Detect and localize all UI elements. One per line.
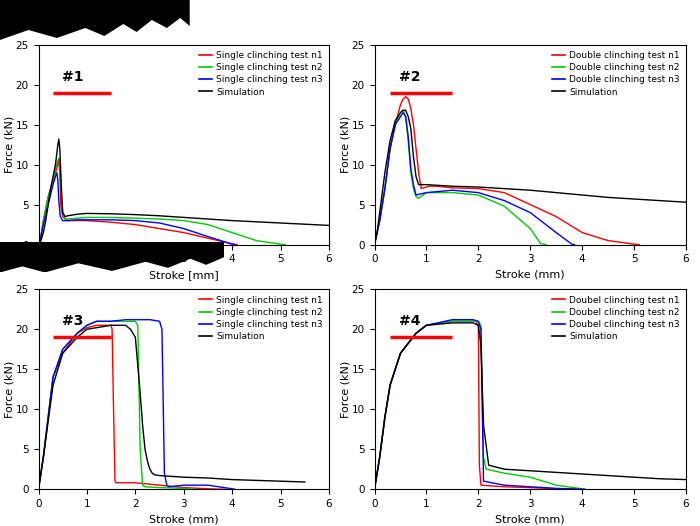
X-axis label: Stroke (mm): Stroke (mm) [496, 270, 565, 280]
X-axis label: Stroke (mm): Stroke (mm) [149, 514, 218, 524]
Y-axis label: Force (kN): Force (kN) [340, 361, 350, 418]
Legend: Single clinching test n1, Single clinching test n2, Single clinching test n3, Si: Single clinching test n1, Single clinchi… [197, 294, 325, 343]
Text: #3: #3 [62, 314, 83, 328]
X-axis label: Stroke [mm]: Stroke [mm] [149, 270, 218, 280]
Text: #1: #1 [62, 69, 83, 84]
Text: #2: #2 [400, 69, 421, 84]
Polygon shape [0, 0, 190, 40]
Y-axis label: Force (kN): Force (kN) [340, 116, 350, 173]
Text: #4: #4 [400, 314, 421, 328]
Y-axis label: Force (kN): Force (kN) [4, 361, 14, 418]
Polygon shape [0, 242, 224, 272]
Legend: Doubel clinching test n1, Doubel clinching test n2, Doubel clinching test n3, Si: Doubel clinching test n1, Doubel clinchi… [550, 294, 682, 343]
Legend: Double clinching test n1, Double clinching test n2, Double clinching test n3, Si: Double clinching test n1, Double clinchi… [550, 49, 682, 98]
Legend: Single clinching test n1, Single clinching test n2, Single clinching test n3, Si: Single clinching test n1, Single clinchi… [197, 49, 325, 98]
Y-axis label: Force (kN): Force (kN) [4, 116, 14, 173]
X-axis label: Stroke (mm): Stroke (mm) [496, 514, 565, 524]
